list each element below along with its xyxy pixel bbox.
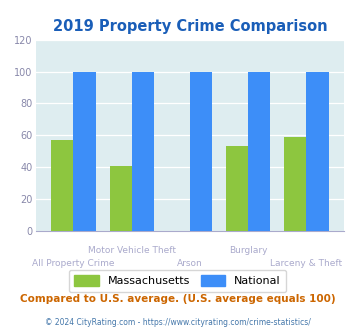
Text: All Property Crime: All Property Crime [32,259,115,268]
Text: Motor Vehicle Theft: Motor Vehicle Theft [88,246,176,255]
Text: © 2024 CityRating.com - https://www.cityrating.com/crime-statistics/: © 2024 CityRating.com - https://www.city… [45,318,310,327]
Text: Arson: Arson [177,259,203,268]
Bar [132,72,154,231]
Bar [73,72,95,231]
Bar [190,72,212,231]
Text: Compared to U.S. average. (U.S. average equals 100): Compared to U.S. average. (U.S. average … [20,294,335,304]
Bar [306,72,329,231]
Text: Burglary: Burglary [229,246,267,255]
Bar [284,137,306,231]
Legend: Massachusetts, National: Massachusetts, National [69,270,286,292]
Bar [248,72,271,231]
Bar [51,140,73,231]
Text: Larceny & Theft: Larceny & Theft [271,259,343,268]
Title: 2019 Property Crime Comparison: 2019 Property Crime Comparison [53,19,327,34]
Bar [226,147,248,231]
Bar [109,166,132,231]
